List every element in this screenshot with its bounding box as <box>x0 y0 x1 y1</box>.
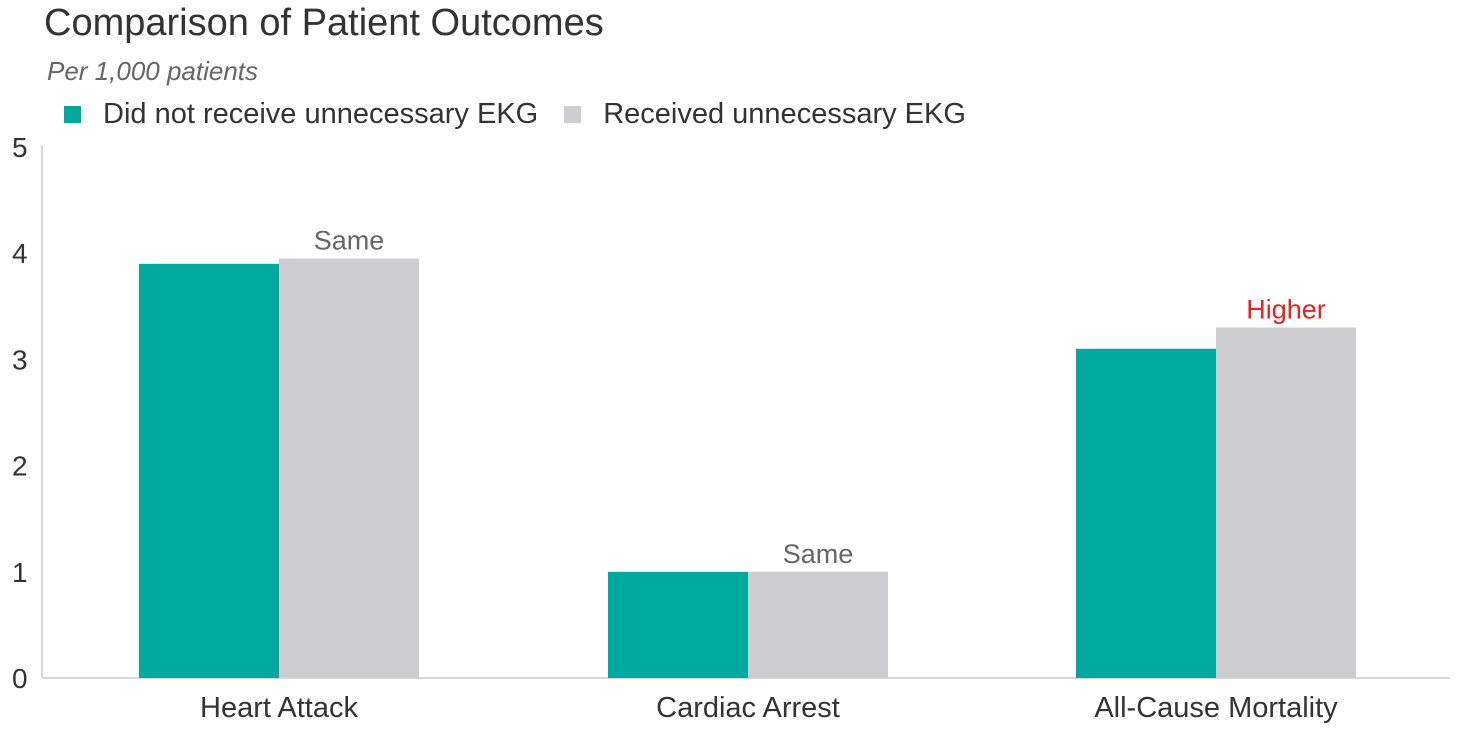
legend-swatch-did-not-receive <box>64 106 81 123</box>
legend: Did not receive unnecessary EKG Received… <box>64 98 992 131</box>
legend-label-did-not-receive: Did not receive unnecessary EKG <box>103 98 539 130</box>
bar-did-not-receive <box>1076 348 1216 678</box>
bar-received <box>279 258 419 678</box>
legend-swatch-received <box>564 106 582 123</box>
x-category-label: All-Cause Mortality <box>1094 692 1338 724</box>
annotation-label: Same <box>314 226 385 256</box>
bar-received <box>748 571 888 678</box>
y-tick-label: 3 <box>12 344 28 375</box>
chart-subtitle: Per 1,000 patients <box>47 56 259 86</box>
y-tick-label: 4 <box>12 238 28 269</box>
bar-did-not-receive <box>608 571 748 678</box>
bar-did-not-receive <box>139 263 279 678</box>
legend-item-received: Received unnecessary EKG <box>564 98 966 131</box>
y-tick-label: 5 <box>12 132 28 163</box>
x-category-label: Cardiac Arrest <box>656 692 840 724</box>
legend-label-received: Received unnecessary EKG <box>603 98 966 130</box>
x-category-label: Heart Attack <box>200 692 358 724</box>
legend-item-did-not-receive: Did not receive unnecessary EKG <box>64 98 538 131</box>
y-tick-label: 1 <box>12 557 28 588</box>
y-tick-label: 2 <box>12 451 28 482</box>
chart-title: Comparison of Patient Outcomes <box>44 2 604 44</box>
bar-received <box>1216 327 1356 678</box>
annotation-label: Higher <box>1246 295 1326 325</box>
annotation-label: Same <box>783 539 854 569</box>
y-tick-label: 0 <box>12 663 28 694</box>
